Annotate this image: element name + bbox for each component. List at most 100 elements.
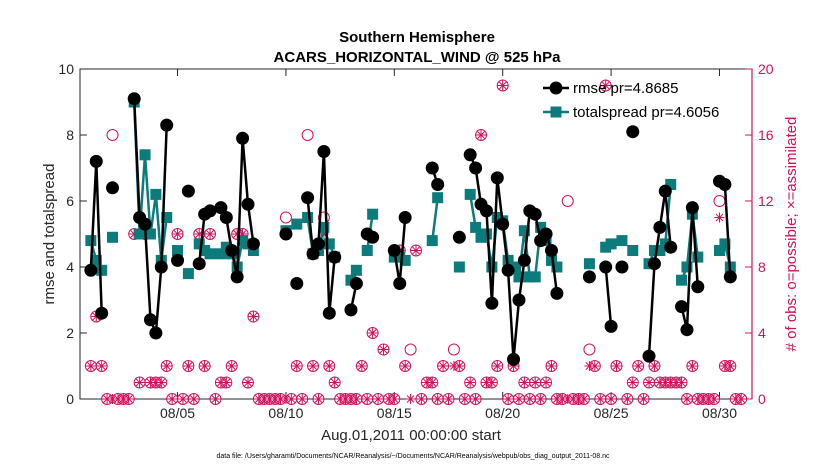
rmse-point (425, 161, 439, 175)
obs-possible-marker (410, 244, 422, 257)
asterisk-stroke (596, 395, 605, 403)
totalspread-point (692, 251, 704, 263)
obs-possible-marker (95, 360, 108, 372)
totalspread-point (513, 271, 525, 283)
asterisk-stroke (314, 395, 323, 403)
asterisk-stroke (347, 395, 355, 403)
x-tick-label: 08/15 (377, 405, 412, 421)
asterisk-stroke (601, 81, 610, 90)
obs-possible-marker (610, 360, 623, 372)
asterisk-stroke (374, 395, 382, 403)
asterisk-stroke (731, 395, 740, 403)
obs-assimilated-marker (324, 361, 335, 371)
obs-assimilated-marker (172, 229, 183, 239)
asterisk-stroke (97, 362, 106, 370)
obs-possible-marker (637, 393, 650, 405)
asterisk-stroke (639, 395, 648, 403)
totalspread-point (107, 231, 119, 243)
obs-assimilated-marker (443, 394, 454, 404)
rmse-point (512, 293, 526, 307)
asterisk-stroke (227, 362, 236, 370)
rmse-point (246, 237, 260, 251)
x-tick-label: 08/05 (160, 405, 195, 421)
rmse-point (317, 145, 331, 158)
totalspread-point (665, 179, 677, 190)
obs-assimilated-marker (351, 394, 362, 404)
rmse-point (89, 154, 103, 168)
asterisk-stroke (656, 378, 664, 387)
asterisk-stroke (298, 395, 307, 403)
rmse-point (723, 270, 737, 284)
legend-totalspread-label: totalspread pr=4.6056 (573, 104, 719, 121)
y-tick-label: 6 (66, 193, 74, 209)
obs-assimilated-marker (210, 394, 221, 404)
rmse-point (192, 257, 206, 271)
obs-assimilated-marker (606, 394, 617, 404)
asterisk-stroke (466, 378, 475, 387)
asterisk-stroke (357, 362, 366, 370)
rmse-point (311, 237, 325, 251)
asterisk-stroke (515, 395, 523, 403)
chart-title-line-2: ACARS_HORIZONTAL_WIND @ 525 hPa (274, 49, 562, 66)
obs-assimilated-marker (481, 377, 492, 388)
series-layer (84, 92, 737, 366)
obs-assimilated-marker (167, 394, 178, 404)
totalspread-point (361, 245, 373, 256)
obs-assimilated-marker (459, 394, 470, 404)
asterisk-stroke (222, 378, 231, 387)
y2-tick-label: 12 (758, 193, 774, 209)
asterisk-stroke (525, 395, 534, 403)
rmse-point (604, 319, 618, 333)
rmse-point (387, 244, 401, 257)
rmse-point (685, 201, 699, 215)
tick-layer: 08/05 08/10 08/15 08/20 08/25 08/30 0 2 4 6 8 10 0 4 8… (58, 61, 773, 421)
obs-assimilated-marker (681, 394, 692, 404)
obs-possible-marker (475, 129, 488, 141)
obs-possible-marker (279, 211, 292, 224)
obs-assimilated-marker (356, 361, 367, 371)
asterisk-stroke (721, 362, 729, 370)
asterisk-stroke (623, 395, 632, 403)
obs-assimilated-marker (503, 394, 514, 404)
asterisk-stroke (607, 395, 615, 403)
asterisk-stroke (406, 395, 415, 403)
rmse-point (431, 178, 445, 191)
asterisk-stroke (287, 395, 296, 403)
asterisk-stroke (385, 395, 393, 403)
rmse-point (528, 207, 542, 221)
obs-assimilated-marker (524, 394, 535, 404)
obs-assimilated-marker (85, 361, 96, 371)
obs-possible-marker (160, 360, 173, 372)
asterisk-stroke (390, 395, 399, 403)
asterisk-stroke (536, 395, 545, 403)
obs-assimilated-marker (530, 377, 541, 388)
obs-possible-marker (626, 376, 639, 389)
asterisk-stroke (157, 378, 166, 387)
rmse-point (507, 352, 521, 366)
rmse-point (539, 227, 553, 241)
asterisk-stroke (455, 362, 464, 370)
totalspread-point (551, 261, 563, 273)
obs-assimilated-marker (107, 394, 118, 404)
rmse-point (599, 260, 613, 274)
obs-possible-marker (496, 79, 509, 92)
obs-assimilated-marker (378, 344, 389, 355)
rmse-point (138, 217, 152, 231)
obs-assimilated-marker (123, 394, 134, 404)
obs-assimilated-marker (579, 394, 589, 404)
obs-possible-marker (182, 360, 195, 372)
asterisk-stroke (260, 395, 269, 403)
asterisk-stroke (249, 312, 258, 321)
obs-possible-marker (171, 228, 184, 240)
asterisk-stroke (325, 362, 334, 370)
obs-assimilated-marker (627, 377, 638, 388)
obs-assimilated-marker (156, 377, 167, 388)
asterisk-stroke (634, 362, 643, 370)
asterisk-stroke (693, 395, 702, 403)
obs-assimilated-marker (649, 361, 660, 371)
obs-assimilated-marker (573, 394, 584, 404)
obs-assimilated-marker (362, 394, 373, 404)
y2-tick-label: 4 (758, 325, 766, 341)
obs-possible-marker (632, 360, 645, 372)
totalspread-point (323, 238, 335, 250)
